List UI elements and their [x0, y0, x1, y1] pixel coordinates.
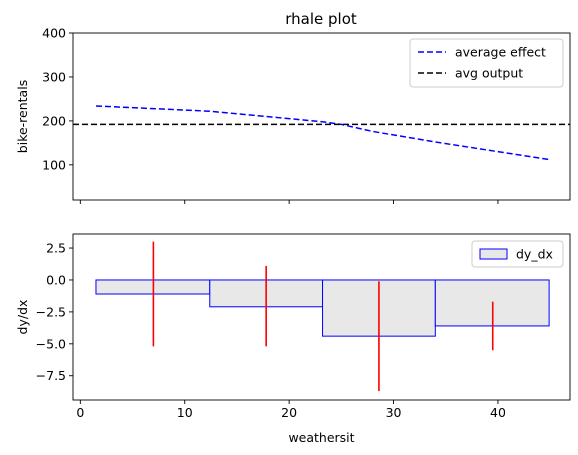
y-axis-label: dy/dx [15, 300, 30, 335]
legend-box [409, 38, 564, 88]
legend-swatch [479, 248, 508, 260]
x-tick-label: 0 [76, 405, 84, 420]
legend-entry: dy_dx [516, 247, 553, 262]
y-tick-label: 2.5 [46, 241, 66, 256]
series-average-effect-line [95, 105, 550, 161]
y-tick-label: 100 [42, 157, 66, 172]
y-tick-label: −5.0 [36, 336, 66, 351]
y-tick-label: 400 [42, 26, 66, 41]
legend-entry: average effect [455, 45, 546, 60]
y-tick-label: −2.5 [36, 304, 66, 319]
y-tick-label: −7.5 [36, 368, 66, 383]
legend: average effect avg output [409, 38, 564, 88]
axes-frame [72, 32, 571, 201]
x-axis-label: weathersit [288, 430, 354, 445]
y-axis-label: bike-rentals [15, 80, 30, 153]
legend: dy_dx [471, 240, 564, 268]
plot-area [73, 105, 570, 161]
x-tick-label: 10 [177, 405, 193, 420]
y-tick-label: 200 [42, 113, 66, 128]
y-tick-label: 0.0 [46, 272, 66, 287]
axes-frame [72, 233, 571, 401]
legend-box [471, 240, 564, 268]
y-tick-label: 300 [42, 69, 66, 84]
legend-entry: avg output [455, 66, 523, 81]
chart-title: rhale plot [285, 10, 357, 28]
x-tick-label: 30 [386, 405, 402, 420]
x-tick-label: 20 [281, 405, 297, 420]
bottom-panel: −7.5 −5.0 −2.5 0.0 2.5 0 10 20 30 40 dy/dx weathers… [15, 233, 571, 445]
plot-area [95, 241, 550, 392]
x-tick-label: 40 [490, 405, 506, 420]
